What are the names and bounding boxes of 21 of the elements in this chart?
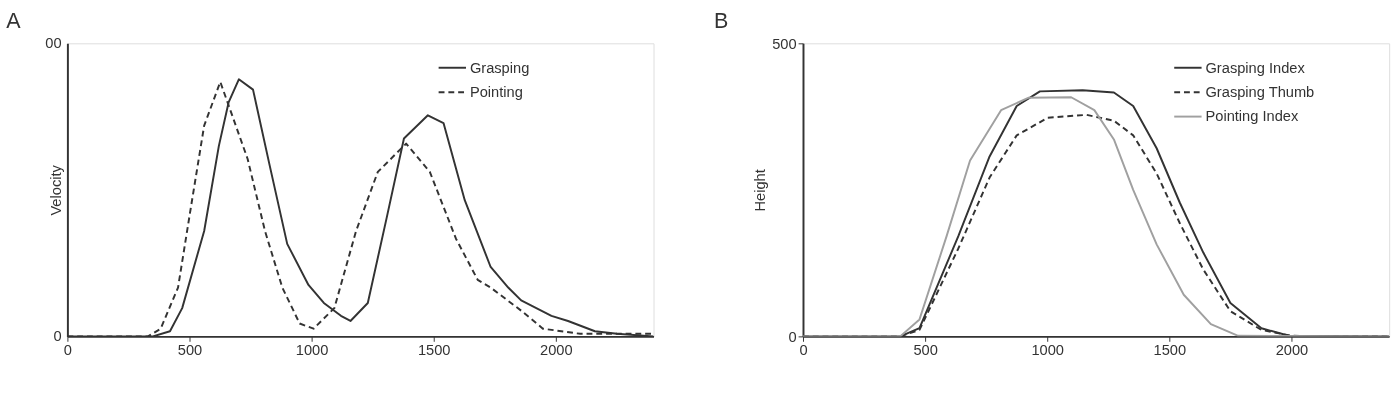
legend-label: Pointing Index	[1205, 108, 1299, 125]
y-axis-title: Height	[752, 169, 769, 212]
legend-label: Pointing	[469, 84, 523, 101]
legend-label: Grasping	[469, 59, 530, 76]
x-tick-label: 2000	[540, 342, 573, 359]
x-tick-label: 0	[63, 342, 72, 359]
text: 0	[53, 328, 62, 345]
x-tick-label: 1500	[1153, 342, 1187, 359]
x-tick-label: 1000	[1031, 342, 1064, 359]
chart-title: B	[714, 8, 729, 33]
x-tick-label: 1500	[417, 342, 451, 359]
x-tick-label: 2000	[1275, 342, 1309, 359]
legend-label: Grasping Index	[1205, 59, 1306, 76]
text: 00	[45, 35, 62, 52]
chart-title: A	[6, 8, 22, 33]
legend-label: Grasping Thumb	[1205, 84, 1315, 101]
y-axis-title: Velocity	[48, 164, 65, 216]
x-tick-label: 0	[799, 342, 808, 359]
x-tick-label: 500	[913, 342, 938, 359]
x-tick-label: 500	[177, 342, 203, 359]
x-tick-label: 1000	[295, 342, 329, 359]
